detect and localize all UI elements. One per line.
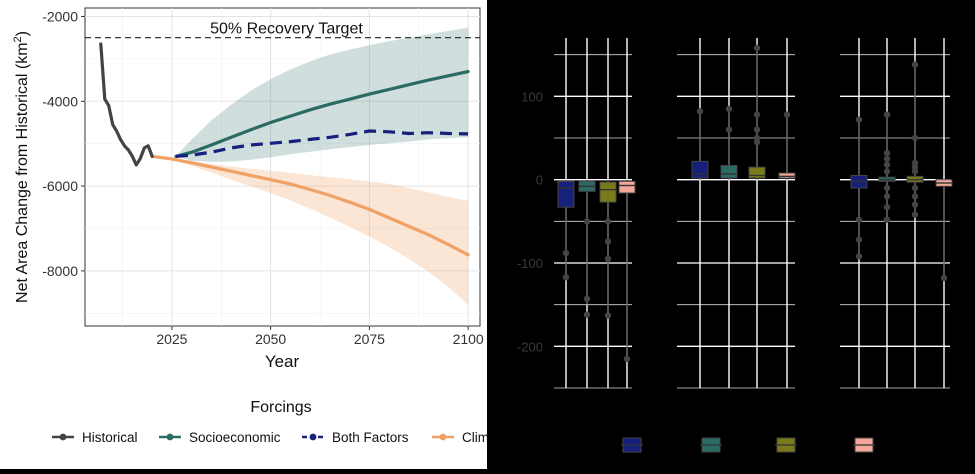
boxplot-chart: 100 0 -100 -200 [517, 38, 953, 453]
box-outlier [855, 216, 863, 223]
box-outlier [883, 193, 891, 200]
box [557, 180, 575, 208]
boxplot-y-tick-label: 100 [521, 89, 543, 104]
y-tick-label: -6000 [42, 178, 78, 194]
series-line-both-factors [175, 129, 469, 158]
box-outlier [911, 211, 919, 218]
box-outlier [583, 295, 591, 303]
boxplot-facet [554, 38, 636, 389]
box-outlier [883, 161, 891, 168]
box-outlier [855, 116, 863, 123]
legend-label: Historical [82, 430, 138, 445]
boxplot-legend [621, 437, 875, 453]
line-chart-panel: 50% Recovery Target -2000 -4000 -6000 -8000… [0, 0, 508, 469]
y-axis-label-close: ) [14, 31, 31, 36]
legend: Historical Socioeconomic Both Factors Clima… [52, 430, 508, 445]
box-outlier [911, 201, 919, 208]
boxplot-facet [677, 38, 796, 389]
box-outlier [855, 253, 863, 260]
box-outlier [783, 111, 791, 118]
legend-title: Forcings [250, 399, 311, 416]
box [778, 172, 796, 179]
box-outlier [940, 274, 948, 282]
series-line-historical [99, 42, 154, 167]
series-line-climate [150, 154, 470, 257]
box-outlier [883, 216, 891, 223]
box [691, 160, 709, 179]
box-outlier [562, 249, 570, 257]
y-tick-label: -2000 [42, 8, 78, 24]
x-tick-label: 2100 [453, 331, 484, 347]
box-outlier [883, 149, 891, 157]
y-axis-label-sup: 2 [12, 36, 24, 42]
band-climate [152, 156, 469, 305]
box-outlier [883, 184, 891, 192]
box-outlier [753, 111, 761, 118]
boxplot-y-tick-label: -200 [517, 339, 543, 354]
x-tick-label: 2050 [255, 331, 286, 347]
legend-key-dot [59, 433, 67, 441]
box-outlier [623, 355, 631, 363]
box [720, 165, 738, 179]
box-outlier [604, 255, 612, 263]
band-socioeconomic [175, 27, 469, 162]
legend-key-dot [166, 433, 174, 441]
box-outlier [562, 273, 570, 281]
box-outlier [696, 108, 704, 115]
box-outlier [725, 105, 733, 113]
x-tick-label: 2025 [156, 331, 187, 347]
recovery-target-label: 50% Recovery Target [210, 21, 363, 38]
box [599, 181, 617, 203]
box-outlier [604, 218, 612, 225]
box-outlier [883, 155, 891, 163]
legend-key-dot [309, 433, 317, 441]
x-axis-label: Year [265, 352, 300, 371]
boxplot-facet [840, 38, 953, 389]
y-tick-label: -4000 [42, 93, 78, 109]
box [618, 180, 636, 194]
box-outlier [911, 184, 919, 192]
box-outlier [604, 238, 612, 245]
legend-label: Climate [462, 430, 487, 445]
y-axis-label-main: Net Area Change from Historical (km [14, 42, 31, 303]
box-outlier [883, 168, 891, 175]
legend-label: Socioeconomic [189, 430, 281, 445]
legend-label: Both Factors [332, 430, 409, 445]
box-outlier [753, 126, 761, 133]
y-axis-label: Net Area Change from Historical (km2) [12, 31, 31, 303]
plot-area [84, 7, 481, 327]
box [748, 166, 766, 179]
box-outlier [855, 236, 863, 243]
box-outlier [911, 61, 919, 68]
box-outlier [883, 203, 891, 211]
series-line-socioeconomic [174, 69, 470, 158]
box-outlier [911, 134, 919, 142]
box-outlier [911, 168, 919, 175]
box-outlier [583, 311, 591, 318]
y-tick-label: -8000 [42, 263, 78, 279]
box-outlier [725, 126, 733, 133]
box-outlier [883, 111, 891, 118]
boxplot-y-tick-label: 0 [536, 173, 543, 188]
line-chart: 50% Recovery Target -2000 -4000 -6000 -8000… [12, 7, 508, 445]
boxplot-panel: 100 0 -100 -200 [487, 0, 975, 469]
box-outlier [604, 312, 612, 319]
boxplot-y-tick-label: -100 [517, 256, 543, 271]
x-tick-label: 2075 [354, 331, 385, 347]
box-outlier [753, 134, 761, 142]
box-outlier [911, 193, 919, 200]
box-outlier [583, 218, 591, 225]
box-outlier [753, 44, 761, 52]
legend-key-dot [439, 433, 447, 441]
